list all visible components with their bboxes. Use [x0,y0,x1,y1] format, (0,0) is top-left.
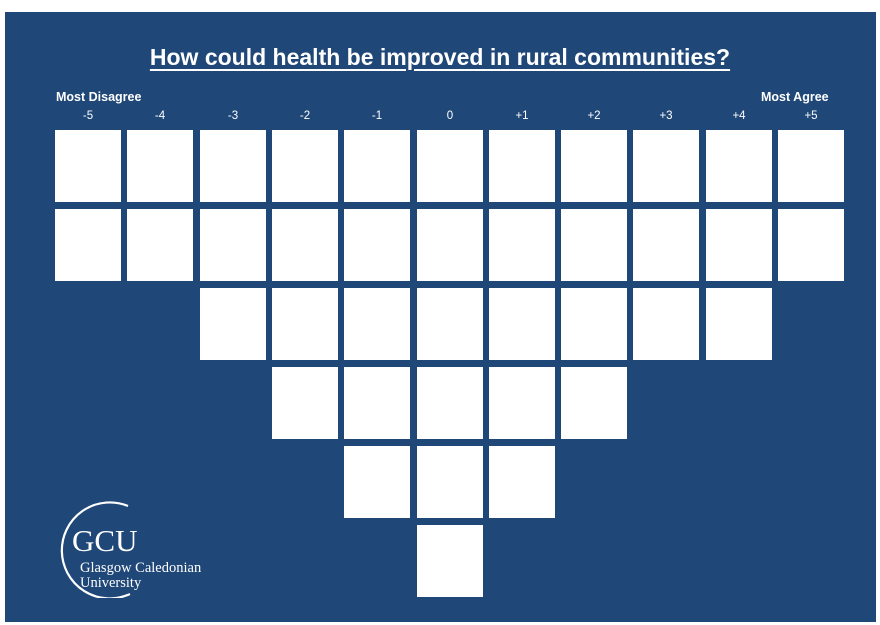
card-slot[interactable] [706,130,772,202]
card-slot[interactable] [344,446,410,518]
card-slot[interactable] [561,367,627,439]
card-slot[interactable] [561,209,627,281]
card-slot[interactable] [778,209,844,281]
scale-label: +5 [804,110,818,122]
scale-label: +3 [659,110,673,122]
card-slot[interactable] [344,209,410,281]
card-slot[interactable] [417,367,483,439]
label-most-disagree: Most Disagree [56,90,142,104]
logo-name-line1: Glasgow Caledonian [80,560,202,576]
card-slot[interactable] [489,446,555,518]
label-most-agree: Most Agree [761,90,829,104]
card-slot[interactable] [561,130,627,202]
card-slot[interactable] [417,130,483,202]
card-slot[interactable] [200,288,266,360]
scale-label: -3 [227,110,239,122]
scale-label: -1 [371,110,383,122]
card-slot[interactable] [272,367,338,439]
card-slot[interactable] [55,130,121,202]
card-slot[interactable] [200,130,266,202]
card-slot[interactable] [127,130,193,202]
card-slot[interactable] [633,130,699,202]
scale-label: -2 [299,110,311,122]
card-slot[interactable] [272,130,338,202]
logo-mark: GCU [72,523,137,558]
scale-label: -5 [82,110,94,122]
scale-label: +4 [732,110,746,122]
gcu-logo: GCU Glasgow Caledonian University [60,501,202,598]
scale-label: -4 [154,110,166,122]
scale-label: +2 [587,110,601,122]
logo-arc-icon [60,501,131,598]
card-slot[interactable] [344,288,410,360]
card-slot[interactable] [489,288,555,360]
card-slot[interactable] [344,130,410,202]
card-slot[interactable] [706,209,772,281]
scale-label: 0 [446,110,454,122]
card-slot[interactable] [344,367,410,439]
card-slot[interactable] [633,288,699,360]
card-slot[interactable] [127,209,193,281]
card-slot[interactable] [272,288,338,360]
card-slot[interactable] [200,209,266,281]
card-slot[interactable] [417,525,483,597]
card-slot[interactable] [489,130,555,202]
card-slot[interactable] [778,130,844,202]
card-slot[interactable] [489,367,555,439]
card-slot[interactable] [55,209,121,281]
logo-name-line2: University [80,575,142,591]
card-slot[interactable] [272,209,338,281]
scale-label: +1 [515,110,529,122]
card-slot[interactable] [417,288,483,360]
card-slot[interactable] [633,209,699,281]
page-title: How could health be improved in rural co… [149,44,731,70]
card-slot[interactable] [417,446,483,518]
card-slot[interactable] [489,209,555,281]
card-slot[interactable] [417,209,483,281]
card-slot[interactable] [706,288,772,360]
card-slot[interactable] [561,288,627,360]
